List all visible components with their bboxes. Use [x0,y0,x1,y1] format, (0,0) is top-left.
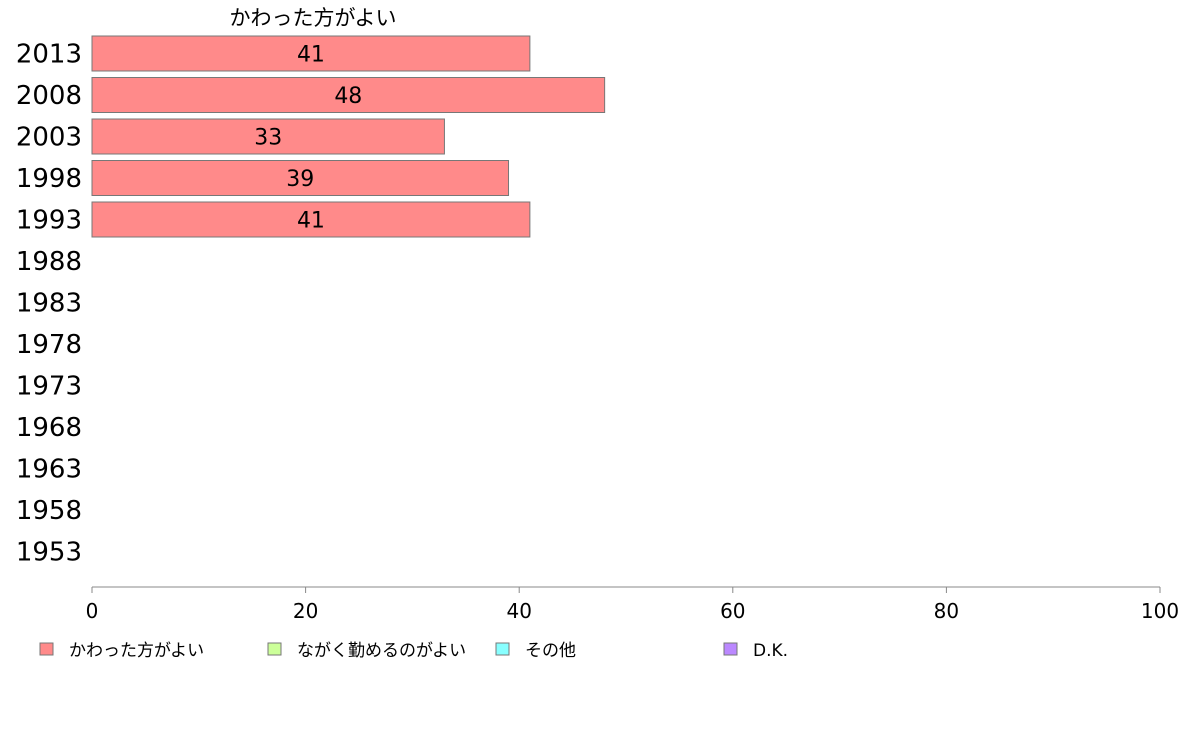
bar-1993 [91,201,531,238]
legend-label-2: その他 [525,641,576,661]
y-tick-label-1978: 1978 [16,330,82,360]
legend-label-3: D.K. [753,641,788,661]
y-tick-label-2008: 2008 [16,81,82,111]
bar-value-label-2008: 48 [334,84,362,109]
legend-swatch-1 [267,642,282,656]
bar-2008 [91,77,606,113]
bar-2003 [91,118,445,155]
chart-title: かわった方がよい [230,6,397,30]
y-tick-label-1953: 1953 [16,538,82,568]
x-tick-label-100: 100 [1141,599,1179,623]
y-axis-labels: 2013 2008 2003 1998 1993 1988 1983 1978 1973 1968… [16,40,82,568]
bars-group [91,35,606,238]
bar-value-label-1998: 39 [286,167,314,192]
legend: かわった方がよい ながく勤めるのがよい その他 D.K. [39,641,788,661]
legend-label-1: ながく勤めるのがよい [297,641,466,661]
bar-2013 [91,35,531,72]
y-tick-label-1983: 1983 [16,289,82,319]
x-tick-label-80: 80 [934,599,959,623]
y-tick-label-2013: 2013 [16,40,82,70]
y-tick-label-1993: 1993 [16,206,82,236]
y-tick-label-1998: 1998 [16,164,82,194]
bar-value-label-2003: 33 [254,126,282,151]
y-tick-label-1968: 1968 [16,413,82,443]
x-tick-label-60: 60 [720,599,745,623]
x-tick-label-0: 0 [86,599,99,623]
legend-swatch-0 [39,642,54,656]
legend-swatch-3 [723,642,738,656]
x-axis: 0 20 40 60 80 100 [86,586,1179,623]
bar-value-label-2013: 41 [297,43,325,68]
y-tick-label-1988: 1988 [16,247,82,277]
legend-swatch-2 [495,642,510,656]
legend-label-0: かわった方がよい [69,641,204,661]
x-tick-label-40: 40 [506,599,531,623]
x-tick-label-20: 20 [293,599,318,623]
y-tick-label-2003: 2003 [16,123,82,153]
bar-1998 [91,160,510,196]
y-tick-label-1973: 1973 [16,372,82,402]
y-tick-label-1963: 1963 [16,455,82,485]
y-tick-label-1958: 1958 [16,496,82,526]
bar-value-label-1993: 41 [297,209,325,234]
